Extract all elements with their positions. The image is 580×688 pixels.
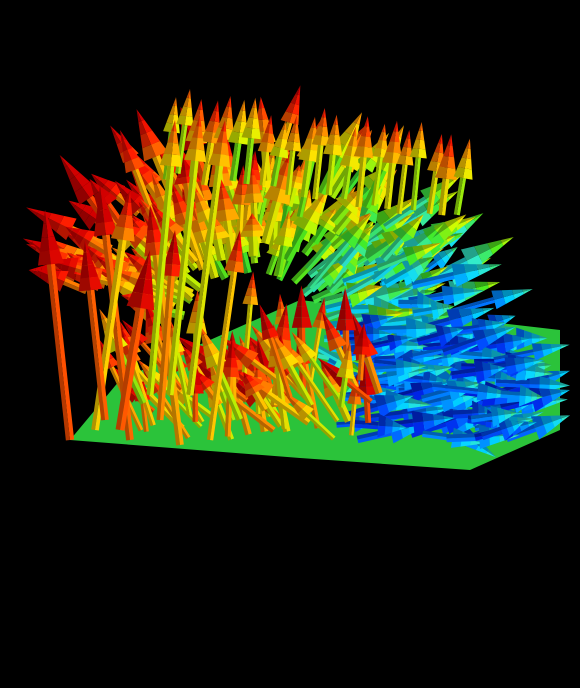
arrow-glyph <box>371 358 427 378</box>
arrow-glyph <box>323 114 343 196</box>
arrow-glyph <box>442 326 516 356</box>
arrow-glyph <box>291 331 341 400</box>
arrow-glyph-tall <box>146 120 182 396</box>
arrow-glyph <box>371 123 389 206</box>
arrow-glyph <box>241 97 261 185</box>
arrow-glyph <box>453 138 473 216</box>
arrow-glyph-tall <box>37 210 75 441</box>
arrow-glyph <box>411 264 502 289</box>
arrow-glyph <box>416 324 464 348</box>
arrow-glyph-layer <box>22 85 570 470</box>
arrow-glyph <box>493 343 570 363</box>
arrow-glyph <box>238 213 267 256</box>
arrow-glyph <box>274 209 293 276</box>
arrow-glyph <box>311 107 330 200</box>
arrow-glyph-tall <box>115 250 155 431</box>
arrow-glyph <box>336 341 355 408</box>
arrow-glyph <box>435 134 457 216</box>
arrow-glyph <box>284 115 302 196</box>
arrow-glyph-tall <box>78 240 109 421</box>
arrow-glyph <box>470 405 518 428</box>
arrow-glyph <box>451 359 506 384</box>
arrow-glyph <box>259 304 293 399</box>
arrow-glyph <box>353 116 374 208</box>
arrow-glyph <box>282 191 326 263</box>
arrow-glyph-tall <box>166 115 207 396</box>
arrow-glyph <box>352 322 371 381</box>
arrow-glyph <box>243 166 264 233</box>
arrow-glyph <box>339 126 359 200</box>
arrow-glyph <box>380 214 424 262</box>
arrow-glyph <box>298 116 320 198</box>
arrow-glyph <box>500 384 543 407</box>
arrow-glyph <box>376 242 442 272</box>
arrow-glyph <box>409 121 427 211</box>
arrow-glyph <box>412 300 455 321</box>
arrow-glyph <box>367 334 414 351</box>
arrow-glyph <box>330 189 362 226</box>
arrow-glyph <box>354 413 407 438</box>
arrow-glyph <box>307 213 372 290</box>
arrow-glyph-tall <box>186 120 231 396</box>
arrow-glyph-tall <box>206 230 244 441</box>
arrow-glyph <box>243 371 268 412</box>
